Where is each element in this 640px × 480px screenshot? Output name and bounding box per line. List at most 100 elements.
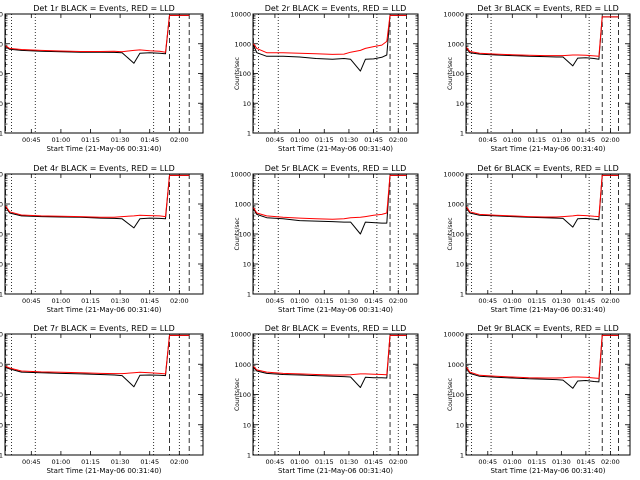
y-tick-label: 100 [0,391,3,399]
x-tick-label: 01:00 [52,297,71,305]
y-tick-label: 1 [247,130,251,138]
x-tick-label: 01:15 [527,458,546,466]
x-tick-label: 02:00 [601,458,620,466]
y-tick-label: 10000 [443,171,464,179]
y-tick-label: 1000 [447,201,464,209]
x-tick-label: 02:00 [389,297,408,305]
y-tick-label: 1 [0,130,3,138]
lld-line [5,334,190,375]
x-tick-label: 00:45 [478,458,497,466]
x-tick-label: 02:00 [170,458,189,466]
x-tick-label: 00:45 [266,458,285,466]
x-tick-label: 01:30 [340,136,359,144]
y-tick-label: 10000 [0,11,3,19]
y-tick-label: 10000 [443,331,464,339]
y-tick-label: 1 [460,130,464,138]
plot-frame [252,173,419,295]
lld-line [253,174,407,220]
x-tick-label: 01:45 [576,458,595,466]
y-tick-label: 100 [452,231,464,239]
x-tick-label: 01:00 [503,297,522,305]
events-line [5,334,190,388]
x-axis-label: Start Time (21-May-06 00:31:40) [278,145,393,153]
y-tick-label: 10 [456,261,464,269]
y-tick-label: 10000 [0,331,3,339]
y-tick-label: 10 [243,261,251,269]
y-tick-label: 1000 [0,40,3,48]
panel-title: Det 4r BLACK = Events, RED = LLD [33,164,175,173]
x-axis-label: Start Time (21-May-06 00:31:40) [46,306,161,314]
x-tick-label: 01:00 [52,136,71,144]
panel-title: Det 1r BLACK = Events, RED = LLD [33,4,175,13]
y-tick-label: 10 [0,100,3,108]
y-tick-label: 10 [456,421,464,429]
y-tick-label: 1 [0,452,3,460]
y-tick-label: 10 [243,100,251,108]
x-tick-label: 01:45 [576,297,595,305]
y-tick-label: 1000 [0,201,3,209]
x-tick-label: 01:30 [340,458,359,466]
plot-frame [465,173,631,295]
x-tick-label: 01:00 [52,458,71,466]
y-tick-label: 100 [239,70,251,78]
lld-line [466,334,619,379]
events-line [466,334,619,389]
x-axis-label: Start Time (21-May-06 00:31:40) [490,145,605,153]
y-tick-label: 1000 [447,361,464,369]
y-tick-label: 10 [0,421,3,429]
x-tick-label: 01:30 [340,297,359,305]
lld-line [253,14,407,55]
panel-title: Det 7r BLACK = Events, RED = LLD [33,324,175,333]
y-tick-label: 1 [0,291,3,299]
x-tick-label: 01:15 [81,458,100,466]
plot-frame [4,173,204,295]
x-tick-label: 00:45 [266,297,285,305]
x-axis-label: Start Time (21-May-06 00:31:40) [490,467,605,475]
x-tick-label: 01:45 [140,297,159,305]
x-tick-label: 00:45 [266,136,285,144]
x-tick-label: 01:00 [503,458,522,466]
y-tick-label: 10000 [230,171,251,179]
y-tick-label: 10000 [443,11,464,19]
x-tick-label: 02:00 [170,136,189,144]
y-tick-label: 1000 [447,40,464,48]
y-axis-label: Counts/sec [234,217,241,250]
x-axis-label: Start Time (21-May-06 00:31:40) [278,467,393,475]
x-tick-label: 02:00 [601,297,620,305]
x-tick-label: 01:15 [527,136,546,144]
x-tick-label: 02:00 [170,297,189,305]
y-axis-label: Counts/sec [234,57,241,90]
x-tick-label: 01:15 [315,136,334,144]
x-tick-label: 01:45 [576,136,595,144]
panel-title: Det 9r BLACK = Events, RED = LLD [477,324,619,333]
x-tick-label: 02:00 [601,136,620,144]
panel-title: Det 8r BLACK = Events, RED = LLD [265,324,407,333]
x-axis-label: Start Time (21-May-06 00:31:40) [278,306,393,314]
x-tick-label: 01:15 [315,458,334,466]
x-tick-label: 01:30 [111,458,130,466]
x-tick-label: 01:30 [552,136,571,144]
panel-title: Det 6r BLACK = Events, RED = LLD [477,164,619,173]
y-tick-label: 10000 [0,171,3,179]
x-tick-label: 01:15 [81,297,100,305]
x-tick-label: 01:30 [552,458,571,466]
x-tick-label: 01:15 [315,297,334,305]
y-tick-label: 10000 [230,11,251,19]
x-tick-label: 00:45 [22,297,41,305]
y-tick-label: 10 [0,261,3,269]
x-tick-label: 01:45 [140,136,159,144]
x-tick-label: 01:45 [364,458,383,466]
lld-line [253,334,407,376]
plot-frame [4,13,204,134]
x-tick-label: 00:45 [478,297,497,305]
y-tick-label: 1000 [234,40,251,48]
panel-title: Det 2r BLACK = Events, RED = LLD [265,4,407,13]
x-tick-label: 01:00 [290,297,309,305]
y-tick-label: 100 [452,70,464,78]
x-axis-label: Start Time (21-May-06 00:31:40) [490,306,605,314]
y-tick-label: 100 [0,70,3,78]
events-line [466,174,619,228]
x-axis-label: Start Time (21-May-06 00:31:40) [46,145,161,153]
x-tick-label: 01:00 [290,458,309,466]
x-axis-label: Start Time (21-May-06 00:31:40) [46,467,161,475]
